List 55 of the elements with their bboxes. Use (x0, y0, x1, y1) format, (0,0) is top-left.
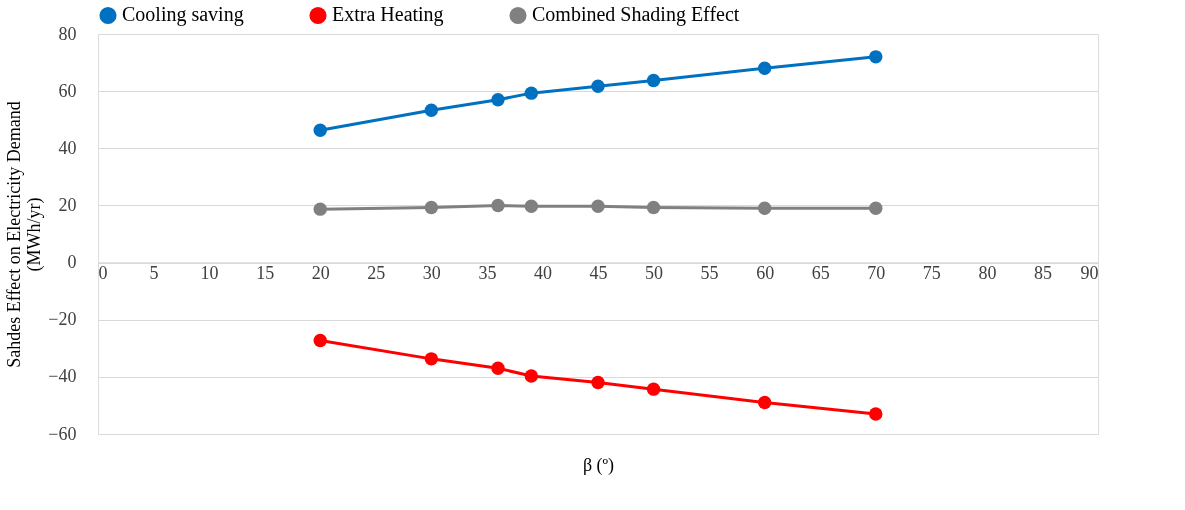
point (524, 369, 539, 383)
point (491, 361, 505, 375)
point (591, 375, 605, 390)
x-tick-label: 75 (922, 263, 941, 284)
point (869, 407, 883, 421)
y-tick-label: 60 (58, 80, 77, 101)
point (591, 79, 605, 93)
x-tick-label: 10 (200, 263, 219, 284)
y-tick-label: 40 (58, 137, 77, 158)
x-tick-label: 45 (589, 263, 608, 284)
y-tick-label: −20 (48, 309, 77, 330)
y-tick-label: −60 (48, 423, 77, 444)
point (524, 199, 539, 213)
x-tick-label: 90 (1080, 263, 1099, 284)
point (424, 352, 439, 366)
y-tick-label: 20 (58, 194, 77, 215)
point (646, 73, 661, 88)
x-tick-label: 0 (98, 263, 108, 284)
point (869, 201, 883, 215)
x-tick-label: 80 (978, 263, 997, 284)
point (313, 333, 327, 348)
point (646, 382, 661, 396)
y-axis-title: Sahdes Effect on Electricity Demand (MWh/yr) (4, 101, 46, 368)
x-tick-label: 40 (533, 263, 552, 284)
x-tick-label: 35 (478, 263, 497, 284)
x-tick-label: 50 (645, 263, 664, 284)
legend-label: Extra Heating (332, 3, 444, 27)
point (757, 201, 772, 215)
point (757, 395, 772, 410)
point (591, 199, 605, 213)
x-tick-label: 55 (700, 263, 719, 284)
point (869, 50, 883, 64)
x-tick-label: 70 (867, 263, 886, 284)
point (424, 200, 439, 215)
y-tick-label: 80 (58, 23, 77, 44)
legend-label: Combined Shading Effect (532, 3, 740, 27)
point (313, 202, 327, 216)
x-tick-label: 85 (1033, 263, 1052, 284)
legend-label: Cooling saving (122, 3, 244, 27)
x-tick-label: 5 (149, 263, 159, 284)
x-tick-label: 30 (422, 263, 441, 284)
point (491, 93, 505, 107)
x-tick-label: 15 (256, 263, 275, 284)
point (524, 86, 539, 100)
point (313, 123, 327, 137)
point (491, 198, 505, 213)
x-axis-title: β (º) (582, 454, 615, 476)
x-tick-label: 60 (756, 263, 775, 284)
point (646, 200, 661, 215)
y-tick-label: −40 (48, 366, 77, 387)
point (424, 103, 439, 117)
x-tick-label: 25 (367, 263, 386, 284)
x-tick-label: 65 (811, 263, 830, 284)
point (757, 61, 772, 75)
x-tick-label: 20 (311, 263, 330, 284)
